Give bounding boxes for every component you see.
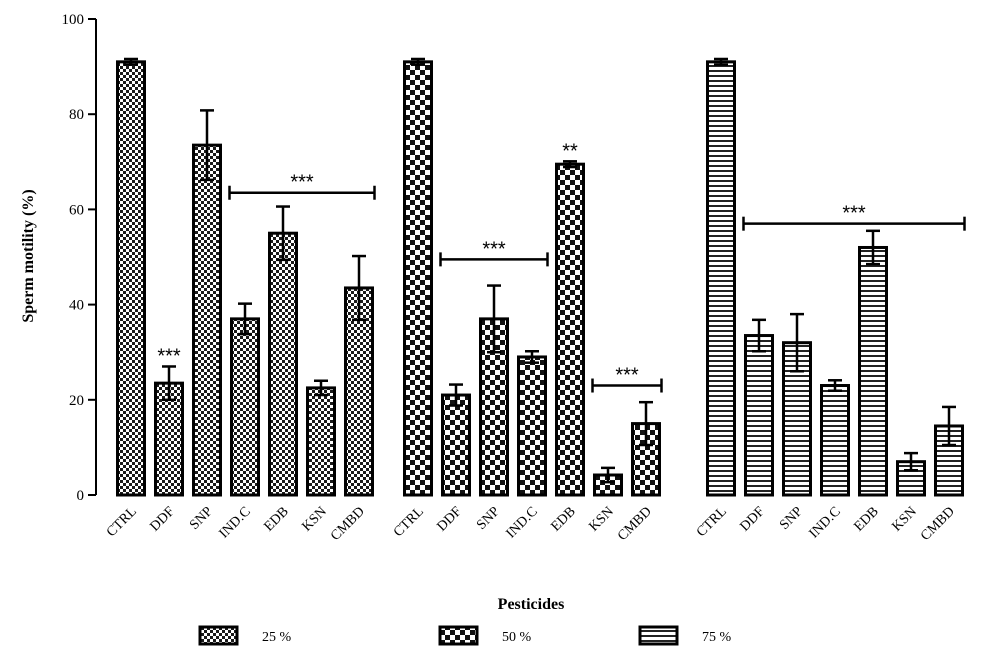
legend-label: 50 % — [502, 630, 532, 645]
x-tick-label: IND.C — [504, 504, 541, 541]
x-tick-label: IND.C — [807, 504, 844, 541]
x-axis-label: Pesticides — [498, 596, 565, 613]
x-tick-label: SNP — [474, 504, 503, 533]
legend-swatch — [438, 625, 479, 646]
x-tick-label: CTRL — [694, 504, 730, 540]
significance-stars: *** — [842, 203, 866, 225]
significance-stars: *** — [290, 172, 314, 194]
y-tick-label: 0 — [77, 488, 85, 504]
bars-layer — [116, 57, 964, 497]
x-tick-label: EDB — [851, 504, 881, 534]
y-tick-label: 100 — [62, 12, 85, 28]
legend-swatch — [198, 625, 239, 646]
significance-stars: *** — [157, 345, 181, 367]
y-tick-label: 80 — [69, 107, 84, 123]
x-tick-label: DDF — [147, 504, 178, 535]
bar — [116, 60, 146, 497]
bar — [230, 317, 260, 497]
x-tick-label: SNP — [187, 504, 216, 533]
y-axis: 0 20 40 60 80 100 — [62, 12, 97, 504]
bar — [744, 334, 774, 497]
significance-stars: *** — [482, 238, 506, 260]
x-tick-label: CMBD — [328, 504, 368, 544]
y-axis-label: Sperm motility (%) — [20, 189, 37, 322]
bar — [555, 162, 585, 497]
x-tick-label: SNP — [777, 504, 806, 533]
bar — [706, 60, 736, 497]
x-tick-label: CMBD — [918, 504, 958, 544]
y-tick-label: 40 — [69, 298, 84, 314]
x-tick-label: EDB — [548, 504, 578, 534]
significance-stars: ** — [562, 140, 578, 162]
bar — [517, 355, 547, 497]
x-tick-label: DDF — [434, 504, 465, 535]
legend-label: 75 % — [702, 630, 732, 645]
bar — [268, 231, 298, 497]
x-tick-label: KSN — [889, 504, 919, 534]
y-tick-label: 60 — [69, 202, 84, 218]
x-tick-label: EDB — [261, 504, 291, 534]
significance-stars: *** — [615, 365, 639, 387]
bar — [192, 143, 222, 497]
bar — [344, 286, 374, 497]
legend-label: 25 % — [262, 630, 292, 645]
x-tick-label: IND.C — [217, 504, 254, 541]
x-tick-label: CTRL — [104, 504, 140, 540]
x-tick-label: CTRL — [391, 504, 427, 540]
legend: 25 % 50 % 75 % — [198, 625, 732, 646]
x-tick-label: CMBD — [615, 504, 655, 544]
bar — [858, 245, 888, 497]
y-tick-label: 20 — [69, 393, 84, 409]
x-tick-label: KSN — [586, 504, 616, 534]
bar — [934, 424, 964, 497]
bar — [441, 393, 471, 497]
bar — [403, 60, 433, 497]
bar — [306, 386, 336, 497]
x-tick-label: DDF — [737, 504, 768, 535]
bar — [820, 384, 850, 497]
x-tick-label: KSN — [299, 504, 329, 534]
annotations-layer: ***************** — [157, 140, 966, 393]
legend-swatch — [638, 625, 679, 646]
bar — [479, 317, 509, 497]
